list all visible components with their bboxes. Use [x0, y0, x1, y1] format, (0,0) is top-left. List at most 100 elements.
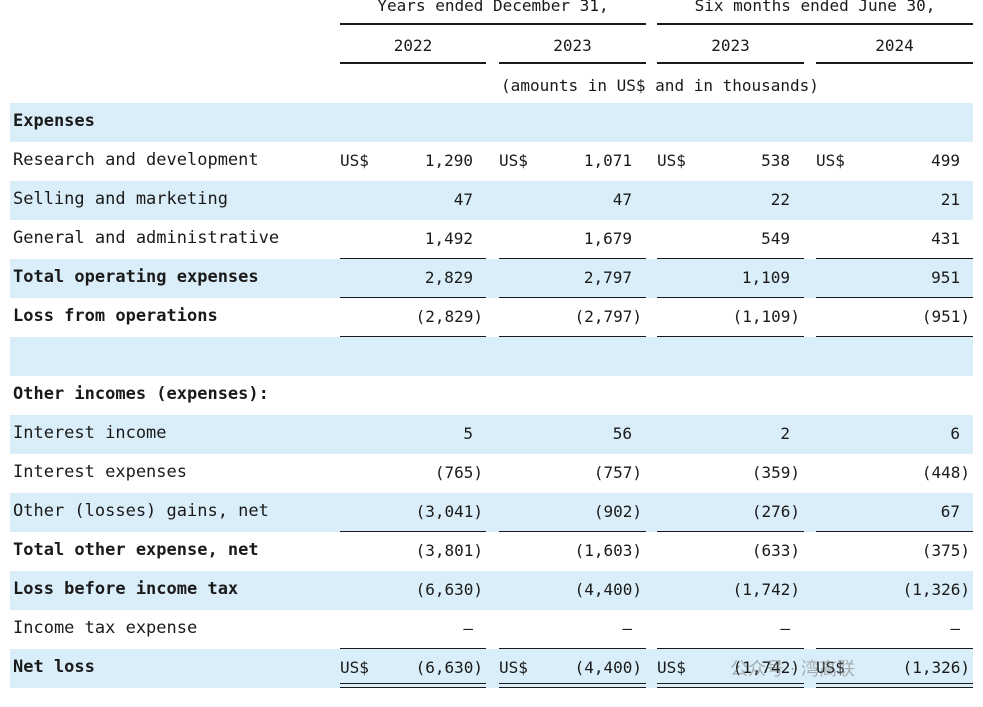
- row-label: Interest income: [13, 423, 167, 443]
- cell-value: (6,630): [415, 580, 483, 599]
- table-row: [10, 337, 973, 376]
- header-year-2023-six-months: 2023: [711, 36, 750, 55]
- cell-value: 499: [931, 151, 960, 170]
- header-year-rule-3: [657, 62, 804, 64]
- cell-value: (2,829): [415, 307, 483, 326]
- header-group-years: Years ended December 31,: [377, 0, 609, 15]
- cell-value: —: [950, 619, 960, 638]
- table-row: Total other expense, net (3,801) (1,603) (6…: [10, 532, 973, 571]
- header-year-rule-2: [499, 62, 646, 64]
- cell-value: (359): [751, 463, 800, 482]
- statement-table: Expenses Research and development US$ 1,290…: [10, 103, 973, 688]
- cell-double-underline: [657, 686, 804, 688]
- cell-value: 5: [463, 424, 473, 443]
- cell-value: (375): [921, 541, 970, 560]
- cell-value: 1,290: [424, 151, 473, 170]
- currency-symbol: US$: [340, 658, 369, 677]
- cell-underline: [340, 257, 486, 259]
- cell-value: (6,630): [415, 658, 483, 677]
- table-row: Interest income 5 56 2 6: [10, 415, 973, 454]
- cell-value: 22: [770, 190, 790, 209]
- table-row: Selling and marketing 47 47 22 21: [10, 181, 973, 220]
- cell-underline: [657, 296, 804, 298]
- cell-value: (1,603): [574, 541, 642, 560]
- cell-value: (1,326): [902, 658, 970, 677]
- cell-double-underline: [499, 682, 646, 684]
- header-group-six-months: Six months ended June 30,: [694, 0, 936, 15]
- currency-symbol: US$: [657, 658, 686, 677]
- cell-underline: [657, 530, 804, 532]
- table-row: Expenses: [10, 103, 973, 142]
- cell-underline: [816, 257, 973, 259]
- cell-underline: [657, 335, 804, 337]
- table-row: Other (losses) gains, net (3,041) (902) (27…: [10, 493, 973, 532]
- cell-value: 538: [761, 151, 790, 170]
- cell-value: —: [780, 619, 790, 638]
- currency-symbol: US$: [340, 151, 369, 170]
- cell-value: (1,742): [732, 580, 800, 599]
- row-label: Loss before income tax: [13, 579, 239, 599]
- table-row: Research and development US$ 1,290 US$ 1,071…: [10, 142, 973, 181]
- cell-value: 2,829: [424, 268, 473, 287]
- cell-underline: [340, 530, 486, 532]
- cell-value: 6: [950, 424, 960, 443]
- cell-double-underline: [499, 686, 646, 688]
- cell-underline: [499, 335, 646, 337]
- cell-underline: [816, 335, 973, 337]
- table-row: Other incomes (expenses):: [10, 376, 973, 415]
- row-label: Income tax expense: [13, 618, 198, 638]
- table-row: Net loss US$ (6,630) US$ (4,400) US$ (1,742) US…: [10, 649, 973, 688]
- cell-value: 47: [612, 190, 632, 209]
- cell-value: (1,326): [902, 580, 970, 599]
- row-label: Total operating expenses: [13, 267, 259, 287]
- table-row: Loss before income tax (6,630) (4,400) (1,7…: [10, 571, 973, 610]
- header-year-2022: 2022: [393, 36, 433, 55]
- header-year-2024: 2024: [875, 36, 914, 55]
- cell-value: (4,400): [574, 658, 642, 677]
- cell-value: 1,679: [583, 229, 632, 248]
- currency-symbol: US$: [816, 658, 845, 677]
- cell-value: (1,742): [732, 658, 800, 677]
- watermark: 公众号 · 湾高联: [730, 659, 856, 680]
- row-label: Interest expenses: [13, 462, 187, 482]
- cell-underline: [340, 335, 486, 337]
- cell-underline: [816, 530, 973, 532]
- row-label: General and administrative: [13, 228, 280, 248]
- cell-value: (4,400): [574, 580, 642, 599]
- cell-double-underline: [816, 686, 973, 688]
- cell-value: 1,492: [424, 229, 473, 248]
- cell-value: 431: [931, 229, 960, 248]
- units-note: (amounts in US$ and in thousands): [501, 76, 819, 95]
- cell-value: (757): [593, 463, 642, 482]
- cell-value: —: [463, 619, 473, 638]
- table-row: Loss from operations (2,829) (2,797) (1,109…: [10, 298, 973, 337]
- cell-value: (3,801): [415, 541, 483, 560]
- row-label: Research and development: [13, 150, 259, 170]
- currency-symbol: US$: [499, 151, 528, 170]
- cell-underline: [816, 647, 973, 649]
- cell-value: 1,109: [741, 268, 790, 287]
- cell-value: 67: [940, 502, 960, 521]
- cell-value: (951): [921, 307, 970, 326]
- cell-value: (3,041): [415, 502, 483, 521]
- currency-symbol: US$: [816, 151, 845, 170]
- row-label: Total other expense, net: [13, 540, 259, 560]
- cell-value: (633): [751, 541, 800, 560]
- cell-underline: [499, 647, 646, 649]
- cell-double-underline: [340, 686, 486, 688]
- cell-value: —: [622, 619, 632, 638]
- table-row: General and administrative 1,492 1,679 549 4…: [10, 220, 973, 259]
- row-label: Selling and marketing: [13, 189, 228, 209]
- cell-value: (448): [921, 463, 970, 482]
- cell-value: 47: [453, 190, 473, 209]
- cell-double-underline: [816, 682, 973, 684]
- header-year-2023-annual: 2023: [553, 36, 592, 55]
- cell-underline: [499, 296, 646, 298]
- cell-value: 2,797: [583, 268, 632, 287]
- cell-value: (902): [593, 502, 642, 521]
- table-row: Total operating expenses 2,829 2,797 1,109 9…: [10, 259, 973, 298]
- currency-symbol: US$: [499, 658, 528, 677]
- header-year-rule-4: [816, 62, 973, 64]
- cell-value: 1,071: [583, 151, 632, 170]
- cell-value: 951: [931, 268, 960, 287]
